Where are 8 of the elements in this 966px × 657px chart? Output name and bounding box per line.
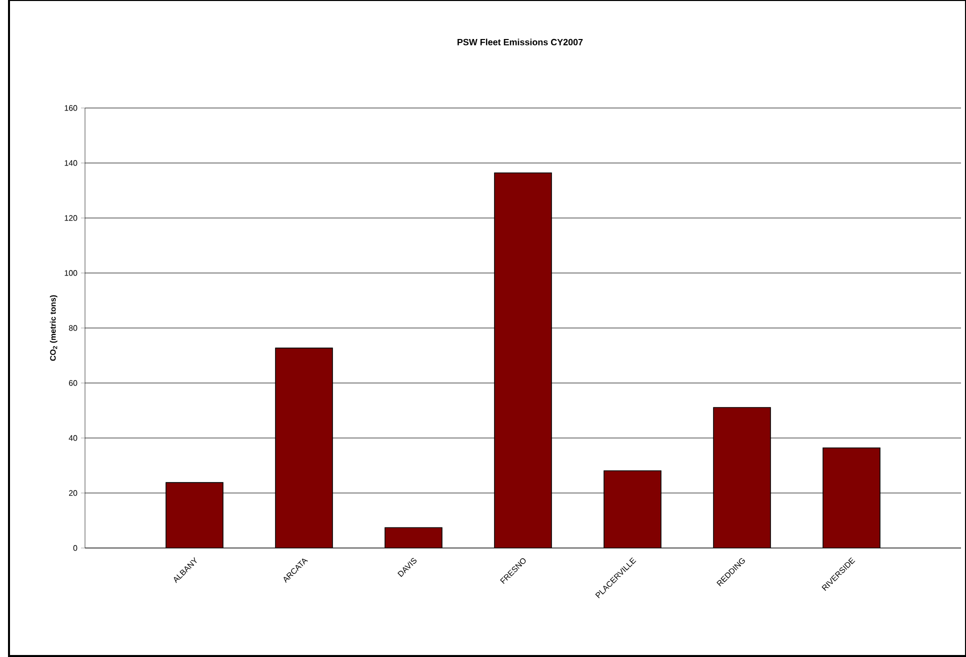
bar xyxy=(166,482,224,548)
bar xyxy=(604,470,662,548)
chart-title: PSW Fleet Emissions CY2007 xyxy=(458,38,583,46)
bar xyxy=(494,172,552,548)
bar xyxy=(384,527,442,548)
bar xyxy=(822,448,880,548)
bar xyxy=(713,407,771,548)
bar xyxy=(275,348,333,548)
